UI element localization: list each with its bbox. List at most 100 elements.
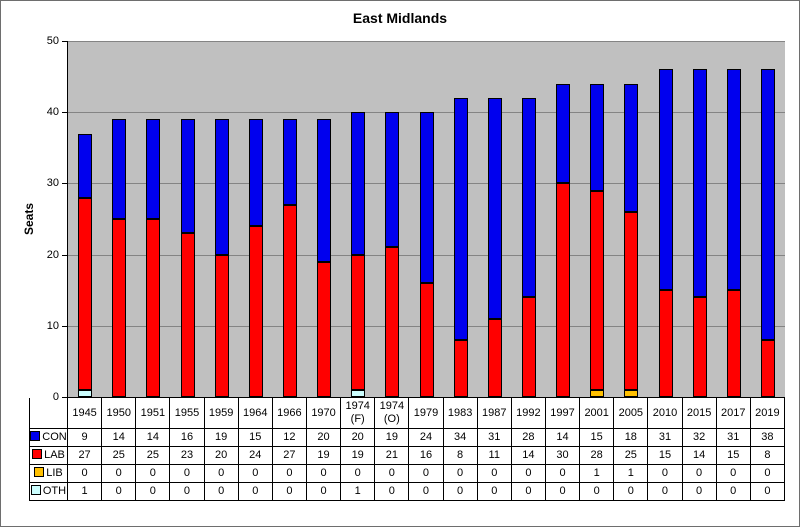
value-cell-con-1966: 12 — [271, 428, 307, 447]
y-tick-label: 30 — [46, 177, 59, 189]
bar-segment-con-2005 — [624, 84, 638, 212]
bar-segment-lab-1951 — [146, 219, 160, 397]
value-cell-oth-1970: 0 — [305, 482, 342, 501]
y-axis-title: Seats — [22, 202, 36, 236]
value-cell-oth-1964: 0 — [237, 482, 273, 501]
bar-segment-lab-1970 — [317, 262, 331, 397]
value-cell-lab-2015: 14 — [681, 446, 717, 465]
value-cell-lib-1974 (F): 0 — [340, 464, 376, 483]
value-cell-lib-1983: 0 — [442, 464, 478, 483]
gridline — [68, 41, 785, 42]
value-cell-con-1951: 14 — [135, 428, 171, 447]
value-cell-lab-2001: 28 — [579, 446, 615, 465]
bar-segment-lab-1974 (F) — [351, 255, 365, 390]
y-tick — [62, 397, 67, 398]
value-cell-con-2019: 38 — [749, 428, 786, 447]
value-cell-oth-1992: 0 — [510, 482, 546, 501]
value-cell-con-2015: 32 — [681, 428, 717, 447]
bar-segment-con-1964 — [249, 119, 263, 226]
year-label: 1955 — [169, 398, 205, 429]
year-label: 2010 — [647, 398, 683, 429]
value-cell-lab-1945: 27 — [66, 446, 103, 465]
legend-key-con-icon — [30, 431, 41, 441]
table-row-con: CON 9 14 14 16 19 15 12 20 20 19 24 34 31 28 14 15 18 31 32… — [29, 428, 786, 447]
value-cell-lib-1987: 0 — [476, 464, 512, 483]
bar-segment-con-1983 — [454, 98, 468, 340]
bar-segment-oth-1974 (F) — [351, 390, 365, 397]
value-cell-con-1970: 20 — [305, 428, 342, 447]
year-label: 1950 — [101, 398, 137, 429]
year-label: 2001 — [579, 398, 615, 429]
series-name: LAB — [44, 449, 65, 461]
bar-segment-lab-2019 — [761, 340, 775, 397]
bar-segment-con-2015 — [693, 69, 707, 297]
value-cell-lab-1951: 25 — [135, 446, 171, 465]
bar-segment-con-2017 — [727, 69, 741, 290]
value-cell-oth-2005: 0 — [613, 482, 649, 501]
bar-segment-lab-1983 — [454, 340, 468, 397]
value-cell-lab-2010: 15 — [647, 446, 683, 465]
value-cell-lib-1945: 0 — [66, 464, 103, 483]
value-cell-lab-1974 (F): 19 — [340, 446, 376, 465]
legend-cell-lab: LAB — [29, 446, 68, 465]
value-cell-con-1959: 19 — [203, 428, 239, 447]
y-tick — [62, 326, 67, 327]
bar-segment-con-1951 — [146, 119, 160, 219]
value-cell-con-2010: 31 — [647, 428, 683, 447]
year-label: 1987 — [476, 398, 512, 429]
value-cell-oth-2015: 0 — [681, 482, 717, 501]
value-cell-lib-1950: 0 — [101, 464, 137, 483]
value-cell-con-2001: 15 — [579, 428, 615, 447]
y-axis-line — [67, 41, 68, 398]
bar-segment-con-1992 — [522, 98, 536, 297]
value-cell-lab-1979: 16 — [408, 446, 444, 465]
value-cell-oth-2010: 0 — [647, 482, 683, 501]
value-cell-lab-1983: 8 — [442, 446, 478, 465]
value-cell-lab-1992: 14 — [510, 446, 546, 465]
y-tick-label: 40 — [46, 106, 59, 118]
bar-segment-lab-1997 — [556, 183, 570, 397]
bar-segment-lib-2001 — [590, 390, 604, 397]
value-cell-oth-1951: 0 — [135, 482, 171, 501]
value-cell-lab-1964: 24 — [237, 446, 273, 465]
value-cell-lab-1959: 20 — [203, 446, 239, 465]
bar-segment-lab-1945 — [78, 198, 92, 390]
value-cell-con-1955: 16 — [169, 428, 205, 447]
value-cell-lab-2005: 25 — [613, 446, 649, 465]
bar-segment-con-2019 — [761, 69, 775, 340]
value-cell-lab-1987: 11 — [476, 446, 512, 465]
y-tick — [62, 41, 67, 42]
y-tick — [62, 183, 67, 184]
value-cell-lab-2019: 8 — [749, 446, 786, 465]
value-cell-lib-2015: 0 — [681, 464, 717, 483]
value-cell-lib-1966: 0 — [271, 464, 307, 483]
series-name: CON — [42, 431, 67, 443]
value-cell-lib-1974 (O): 0 — [374, 464, 410, 483]
value-cell-oth-1959: 0 — [203, 482, 239, 501]
value-cell-oth-1955: 0 — [169, 482, 205, 501]
value-cell-lib-2017: 0 — [715, 464, 751, 483]
bar-segment-con-1966 — [283, 119, 297, 205]
year-label: 2015 — [681, 398, 717, 429]
value-cell-lib-1964: 0 — [237, 464, 273, 483]
bar-segment-oth-1945 — [78, 390, 92, 397]
value-cell-lib-1951: 0 — [135, 464, 171, 483]
value-cell-con-1974 (F): 20 — [340, 428, 376, 447]
bar-segment-con-1997 — [556, 84, 570, 183]
value-cell-con-1950: 14 — [101, 428, 137, 447]
plot-area — [68, 41, 785, 397]
legend-cell-con: CON — [29, 428, 68, 447]
bar-segment-con-1974 (O) — [385, 112, 399, 247]
value-cell-lab-1950: 25 — [101, 446, 137, 465]
value-cell-con-1987: 31 — [476, 428, 512, 447]
table-row-oth: OTH 1 0 0 0 0 0 0 0 1 0 0 0 0 0 0 0 0 0 0 0 0 — [29, 482, 786, 501]
value-cell-lib-1979: 0 — [408, 464, 444, 483]
bar-segment-lab-2001 — [590, 191, 604, 390]
value-cell-lab-2017: 15 — [715, 446, 751, 465]
value-cell-lab-1966: 27 — [271, 446, 307, 465]
value-cell-lib-1959: 0 — [203, 464, 239, 483]
bar-segment-lab-1979 — [420, 283, 434, 397]
value-cell-oth-1983: 0 — [442, 482, 478, 501]
table-row-lab: LAB 27 25 25 23 20 24 27 19 19 21 16 8 11 14 30 28 25 15 14… — [29, 446, 786, 465]
